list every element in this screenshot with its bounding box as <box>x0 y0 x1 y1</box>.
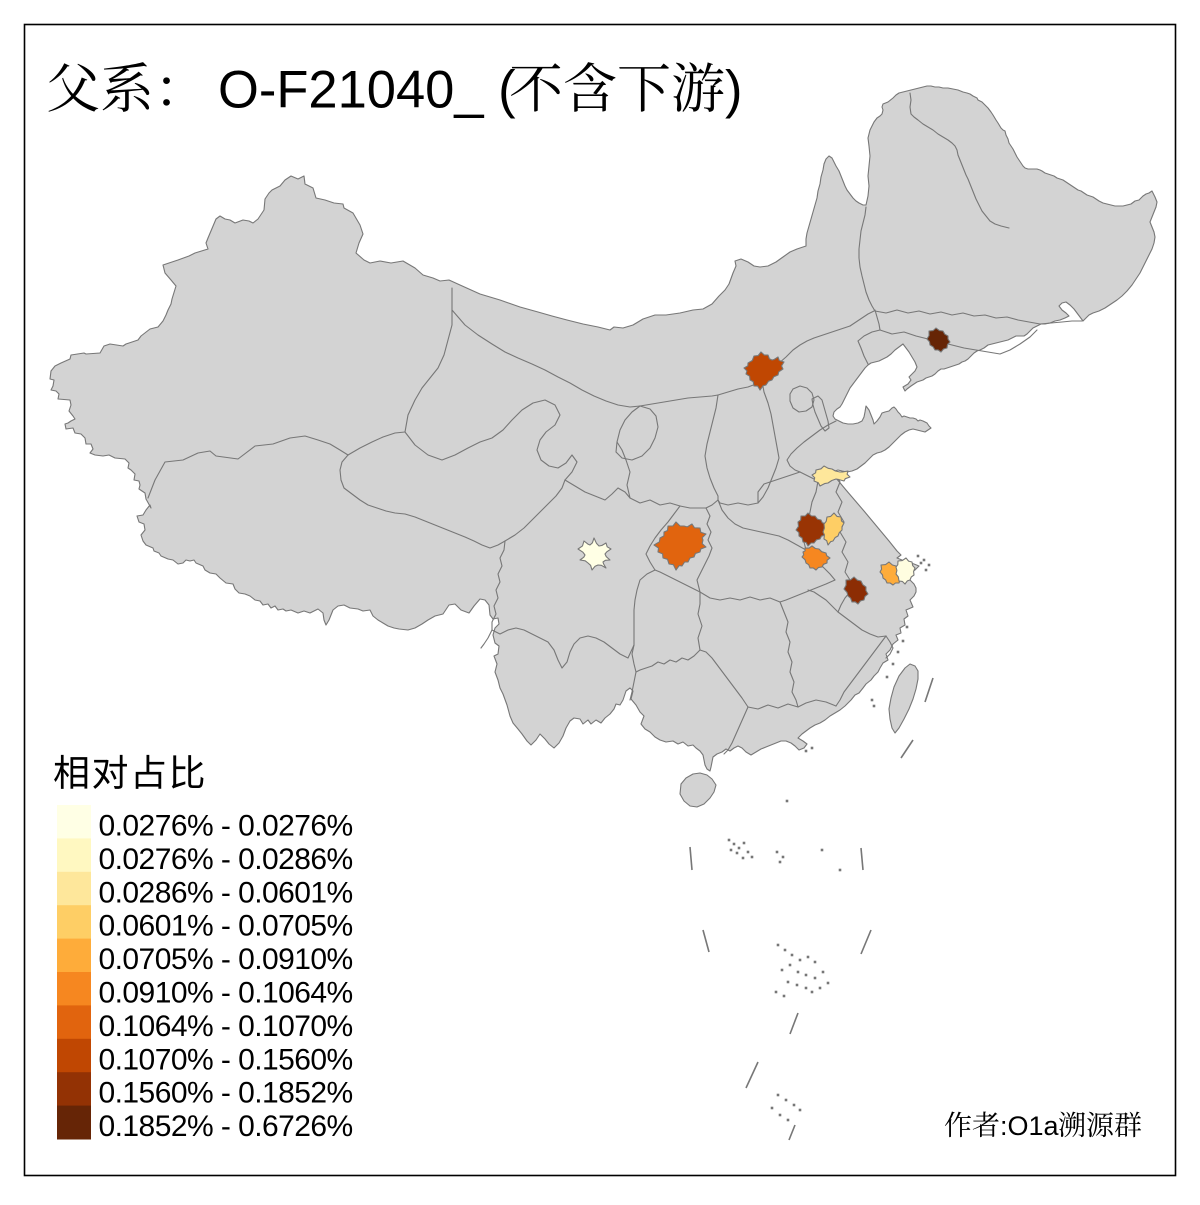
svg-text:0.0601% - 0.0705%: 0.0601% - 0.0705% <box>99 910 353 943</box>
svg-text:0.1064% - 0.1070%: 0.1064% - 0.1070% <box>99 1010 353 1043</box>
svg-text:0.1070% - 0.1560%: 0.1070% - 0.1560% <box>99 1043 353 1076</box>
svg-text:): ) <box>725 61 742 120</box>
svg-text:0.0276% - 0.0286%: 0.0276% - 0.0286% <box>99 843 353 876</box>
svg-text::O1a: :O1a <box>1000 1111 1060 1141</box>
svg-text:O-F21040_ (: O-F21040_ ( <box>218 61 516 120</box>
svg-text:0.0705% - 0.0910%: 0.0705% - 0.0910% <box>99 943 353 976</box>
svg-text:0.0286% - 0.0601%: 0.0286% - 0.0601% <box>99 876 353 909</box>
svg-text:0.0910% - 0.1064%: 0.0910% - 0.1064% <box>99 977 353 1010</box>
svg-text:0.1560% - 0.1852%: 0.1560% - 0.1852% <box>99 1077 353 1110</box>
svg-text:0.0276% - 0.0276%: 0.0276% - 0.0276% <box>99 810 353 843</box>
svg-text:0.1852% - 0.6726%: 0.1852% - 0.6726% <box>99 1110 353 1143</box>
